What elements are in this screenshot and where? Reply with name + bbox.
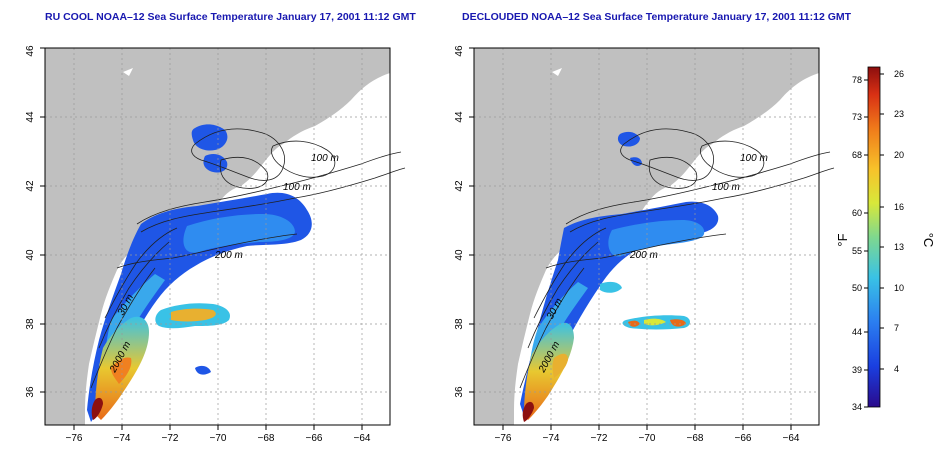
temperature-colorbar: °F °C 78 73 68 60 55 50 44 39 34 26 23 2… [835, 66, 936, 412]
left-contour-label-100m-a: 100 m [311, 153, 339, 164]
svg-text:23: 23 [894, 109, 904, 119]
svg-text:68: 68 [852, 150, 862, 160]
svg-text:−72: −72 [162, 433, 179, 444]
svg-text:78: 78 [852, 75, 862, 85]
svg-text:20: 20 [894, 150, 904, 160]
left-contour-label-200m: 200 m [214, 250, 243, 261]
colorbar-celsius-ticks: 26 23 20 16 13 10 7 4 [880, 69, 904, 374]
svg-text:−72: −72 [591, 433, 608, 444]
svg-text:−76: −76 [66, 433, 83, 444]
svg-text:−70: −70 [639, 433, 656, 444]
left-x-axis: −76 −74 −72 −70 −68 −66 −64 [66, 425, 371, 444]
svg-text:4: 4 [894, 364, 899, 374]
svg-text:46: 46 [454, 45, 465, 57]
svg-text:−68: −68 [687, 433, 704, 444]
svg-text:10: 10 [894, 283, 904, 293]
svg-text:73: 73 [852, 112, 862, 122]
svg-text:−66: −66 [306, 433, 323, 444]
right-map-title: DECLOUDED NOAA–12 Sea Surface Temperatur… [462, 11, 852, 23]
right-contour-label-100m-b: 100 m [712, 182, 740, 193]
svg-text:36: 36 [454, 386, 465, 398]
svg-text:40: 40 [454, 249, 465, 261]
colorbar-celsius-label: °C [921, 233, 936, 248]
svg-text:44: 44 [852, 327, 862, 337]
svg-text:−70: −70 [210, 433, 227, 444]
right-contour-label-200m: 200 m [629, 250, 658, 261]
svg-text:40: 40 [25, 249, 36, 261]
svg-text:16: 16 [894, 202, 904, 212]
svg-text:7: 7 [894, 323, 899, 333]
svg-text:44: 44 [25, 111, 36, 123]
right-x-axis: −76 −74 −72 −70 −68 −66 −64 [495, 425, 800, 444]
svg-text:50: 50 [852, 283, 862, 293]
svg-text:36: 36 [25, 386, 36, 398]
right-y-axis: 36 38 40 42 44 46 [454, 45, 474, 398]
colorbar-fahrenheit-ticks: 78 73 68 60 55 50 44 39 34 [852, 75, 868, 412]
svg-text:38: 38 [25, 318, 36, 330]
right-contour-label-100m-a: 100 m [740, 153, 768, 164]
svg-text:−76: −76 [495, 433, 512, 444]
svg-text:13: 13 [894, 242, 904, 252]
left-y-axis: 36 38 40 42 44 46 [25, 45, 45, 398]
svg-text:60: 60 [852, 208, 862, 218]
left-map-panel: 100 m 100 m 200 m 2000 m 30 m −76 −74 −7… [25, 45, 406, 444]
svg-text:−68: −68 [258, 433, 275, 444]
svg-text:−74: −74 [543, 433, 560, 444]
svg-text:−64: −64 [354, 433, 371, 444]
svg-text:−64: −64 [783, 433, 800, 444]
colorbar-fahrenheit-label: °F [835, 233, 850, 246]
right-map-panel: 100 m 100 m 200 m 2000 m 30 m −76 −74 −7… [454, 45, 835, 444]
left-contour-label-100m-b: 100 m [283, 182, 311, 193]
svg-text:42: 42 [454, 180, 465, 192]
svg-text:−74: −74 [114, 433, 131, 444]
left-map-title: RU COOL NOAA–12 Sea Surface Temperature … [45, 11, 416, 23]
colorbar-gradient [867, 66, 881, 408]
svg-text:26: 26 [894, 69, 904, 79]
svg-text:42: 42 [25, 180, 36, 192]
svg-text:38: 38 [454, 318, 465, 330]
svg-text:55: 55 [852, 246, 862, 256]
svg-text:−66: −66 [735, 433, 752, 444]
svg-text:34: 34 [852, 402, 862, 412]
svg-text:46: 46 [25, 45, 36, 57]
svg-text:44: 44 [454, 111, 465, 123]
svg-text:39: 39 [852, 365, 862, 375]
